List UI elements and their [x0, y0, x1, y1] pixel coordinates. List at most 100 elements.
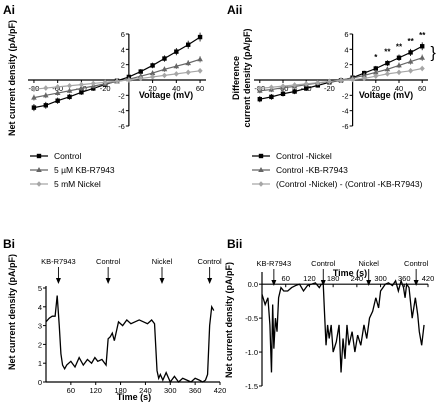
aii-legend-marker-1 [258, 153, 264, 159]
ai-data-point [43, 92, 49, 98]
ai-x-tick-label: 40 [172, 84, 180, 93]
aii-data-point [269, 94, 274, 100]
bi-y-tick-label: 3 [38, 322, 42, 331]
aii-significance-mark: ** [419, 31, 426, 40]
bi-trace-line [45, 295, 215, 384]
aii-significance-mark: ** [396, 42, 403, 51]
ai-y-tick-label: 2 [121, 61, 125, 70]
aii-data-point [396, 69, 402, 76]
aii-data-point [361, 75, 367, 82]
aii-data-point [257, 85, 263, 92]
ai-legend-label-3: 5 mM Nickel [54, 179, 101, 189]
ai-data-point [197, 34, 203, 40]
bi-event-label-2: Control [96, 257, 121, 266]
legend-ai: Control 5 µM KB-R7943 5 mM Nickel [30, 151, 115, 189]
bii-y-tick-label: -1.5 [245, 382, 258, 391]
ai-data-point [174, 49, 179, 54]
ai-legend-marker-2 [36, 167, 42, 172]
ai-data-point [43, 103, 48, 108]
ai-data-point [31, 94, 37, 100]
bii-event-label-2: Control [311, 259, 336, 268]
bi-event-arrow-head-3 [159, 278, 165, 284]
ai-data-point [102, 79, 108, 86]
aii-data-point [420, 44, 425, 49]
aii-significance-mark: ** [384, 48, 391, 57]
ai-data-point [126, 77, 132, 83]
ai-data-point [173, 71, 179, 77]
ai-data-point [185, 69, 191, 76]
aii-legend-label-1: Control -Nickel [276, 151, 332, 161]
ai-legend-marker-1 [36, 153, 42, 159]
ai-data-point [66, 82, 73, 89]
aii-x-axis-title: Voltage (mV) [359, 90, 413, 100]
aii-y-axis-title-line2: current density (pA/pF) [242, 28, 252, 127]
aii-data-point [396, 62, 402, 68]
bii-y-tick-label: -1.0 [245, 348, 258, 357]
bii-x-tick-label: 420 [422, 274, 435, 283]
aii-legend-label-3: (Control -Nickel) - (Control -KB-R7943) [276, 179, 423, 189]
bi-x-tick-label: 360 [189, 386, 202, 395]
bii-x-axis-title: Time (s) [333, 268, 367, 278]
ai-data-point [43, 85, 49, 91]
ai-data-point [150, 63, 155, 68]
bi-x-tick-label: 300 [164, 386, 177, 395]
aii-data-point [396, 55, 402, 60]
bi-x-axis-title: Time (s) [117, 392, 151, 402]
aii-y-tick-label: 2 [344, 61, 348, 70]
bii-x-tick-label: 60 [282, 274, 290, 283]
chart-bi: 0 1 2 3 4 5 60 120 180 240 300 360 420 KB-R7943 Contro… [38, 257, 226, 395]
aii-y-tick-label: -4 [342, 107, 349, 116]
aii-x-tick-label: -20 [324, 84, 335, 93]
bi-y-tick-label: 4 [38, 303, 42, 312]
panel-label-bii: Bii [227, 237, 242, 251]
aii-data-point [292, 89, 297, 94]
bi-y-tick-label: 0 [38, 378, 42, 387]
aii-legend-marker-2 [258, 167, 264, 172]
aii-y-axis-title-line1: Difference [231, 56, 241, 100]
bi-y-tick-label: 5 [38, 284, 42, 293]
bii-x-tick-label: 240 [351, 274, 364, 283]
ai-data-point [185, 60, 191, 66]
ai-data-point [78, 85, 85, 91]
bi-event-arrow-head-2 [105, 278, 111, 284]
ai-data-point [197, 56, 203, 62]
aii-x-tick-label: 40 [395, 84, 403, 93]
aii-data-point [419, 65, 425, 72]
aii-y-tick-label: -6 [342, 122, 349, 131]
ai-x-tick-label: -20 [100, 84, 111, 93]
aii-data-point [384, 66, 391, 72]
ai-data-point [197, 68, 203, 74]
ai-data-point [79, 90, 84, 95]
aii-data-point [419, 54, 425, 60]
bii-event-label-4: Control [404, 259, 429, 268]
aii-data-point [280, 83, 286, 89]
bii-x-tick-label: 300 [374, 274, 387, 283]
bii-x-tick-label: 180 [327, 274, 340, 283]
ai-data-point [138, 75, 144, 82]
aii-y-tick-label: 6 [344, 30, 348, 39]
ai-data-point [161, 72, 168, 79]
ai-data-point [55, 84, 61, 90]
bii-y-axis-title: Net current density (pA/pF) [224, 262, 234, 378]
aii-data-point [384, 71, 390, 77]
aii-data-point [408, 68, 414, 74]
bii-y-tick-label: -0.5 [245, 314, 258, 323]
ai-data-point [66, 87, 73, 93]
bi-x-tick-label: 240 [139, 386, 152, 395]
ai-data-point [162, 56, 167, 61]
ai-legend-label-1: Control [54, 151, 82, 161]
aii-data-point [280, 91, 286, 96]
ai-data-point [78, 81, 84, 88]
aii-data-point [268, 84, 274, 91]
bi-y-tick-label: 1 [38, 359, 42, 368]
ai-x-tick-label: 60 [196, 84, 204, 93]
bii-x-tick-label: 360 [398, 274, 411, 283]
bii-x-tick-label: 120 [303, 274, 316, 283]
aii-brace-annotation: } [431, 44, 437, 61]
ai-data-point [67, 94, 72, 100]
ai-data-point [150, 74, 156, 80]
panel-label-ai: Ai [3, 3, 15, 17]
ai-x-axis-title: Voltage (mV) [139, 90, 193, 100]
